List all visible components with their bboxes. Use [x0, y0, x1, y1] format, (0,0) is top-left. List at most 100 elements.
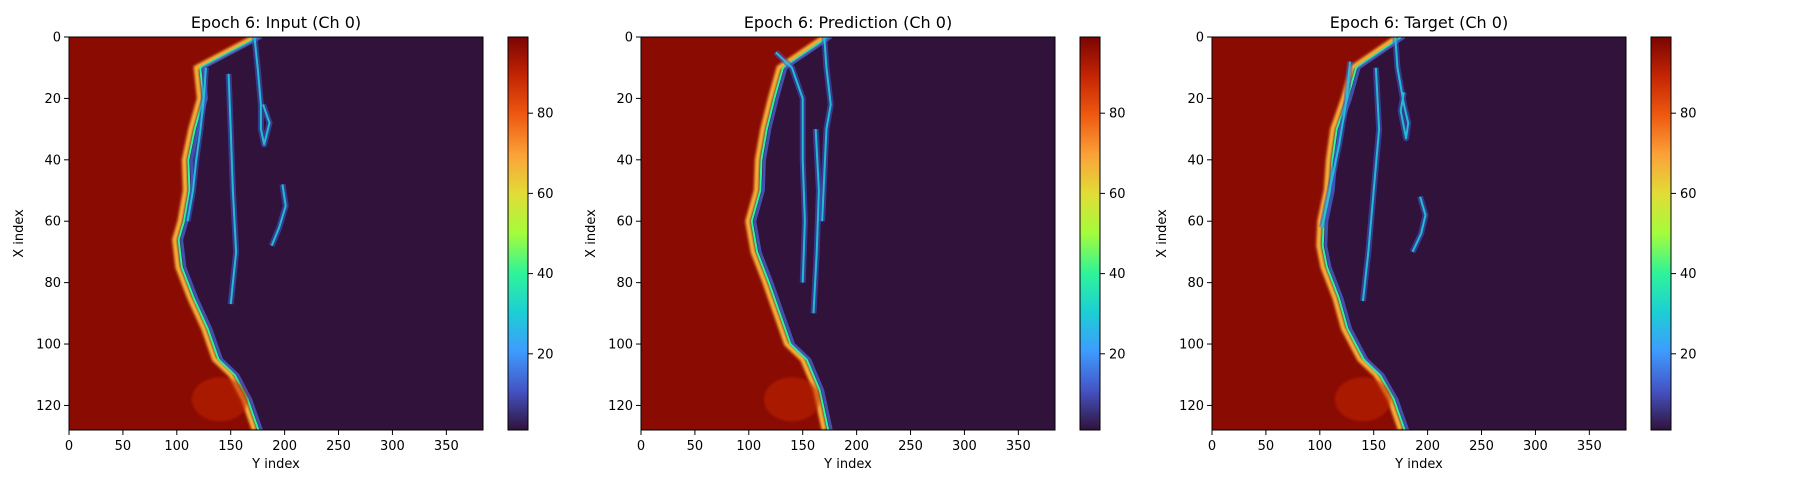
colorbar: 20 40 60 80	[507, 36, 554, 431]
colorbar: 20 40 60 80	[1650, 36, 1697, 431]
x-tick-label: 250	[898, 439, 923, 454]
y-tick-label: 80	[1187, 276, 1204, 291]
colorbar-tick-label: 60	[1680, 187, 1697, 202]
hot-blotch	[763, 377, 820, 422]
hot-blotch	[191, 377, 248, 422]
x-tick-label: 50	[1258, 439, 1275, 454]
filament-core	[775, 51, 806, 283]
heatmap-panel-1: Epoch 6: Input (Ch 0)0 50 100 150 200 250 300 3…	[12, 13, 554, 472]
x-tick-label: 300	[952, 439, 977, 454]
hot-blotch	[1334, 377, 1391, 422]
y-tick-label: 0	[625, 31, 633, 46]
y-axis-label: X index	[1155, 209, 1170, 258]
y-axis-label: X index	[584, 209, 599, 258]
colorbar-tick-label: 60	[537, 187, 554, 202]
x-tick-label: 350	[1006, 439, 1031, 454]
front-edge-cool	[750, 37, 830, 430]
plot-frame	[68, 36, 484, 431]
x-tick-label: 50	[115, 439, 132, 454]
colorbar-tick-label: 20	[1680, 347, 1697, 362]
y-tick-label: 20	[616, 92, 633, 107]
filament-core	[253, 37, 271, 146]
front-edge	[745, 37, 827, 430]
y-tick-label: 80	[44, 276, 61, 291]
plot-frame	[1211, 36, 1627, 431]
front-edge-blue	[753, 37, 833, 430]
x-tick-label: 250	[1469, 439, 1494, 454]
colorbar-tick-label: 40	[1109, 267, 1126, 282]
filament-core	[1411, 196, 1427, 253]
filament-core	[812, 129, 820, 314]
y-tick-label: 20	[1187, 92, 1204, 107]
colorbar-gradient	[1079, 36, 1101, 431]
x-tick-label: 150	[790, 439, 815, 454]
plot-frame	[640, 36, 1056, 431]
colorbar-gradient	[1650, 36, 1672, 431]
x-tick-label: 350	[1577, 439, 1602, 454]
y-tick-label: 120	[1179, 399, 1204, 414]
x-tick-label: 0	[637, 439, 645, 454]
colorbar-tick-label: 40	[1680, 267, 1697, 282]
y-tick-label: 60	[616, 215, 633, 230]
y-tick-label: 80	[616, 276, 633, 291]
y-tick-label: 40	[1187, 153, 1204, 168]
x-tick-label: 300	[1523, 439, 1548, 454]
filament-core	[227, 73, 238, 305]
y-tick-label: 40	[616, 153, 633, 168]
x-tick-label: 200	[272, 439, 297, 454]
filament-core	[270, 184, 287, 247]
x-tick-label: 200	[1415, 439, 1440, 454]
x-tick-label: 0	[1208, 439, 1216, 454]
filament-core	[1394, 37, 1410, 140]
x-tick-label: 250	[326, 439, 351, 454]
colorbar-gradient	[507, 36, 529, 431]
x-tick-label: 300	[380, 439, 405, 454]
front-edge	[172, 37, 257, 430]
x-tick-label: 100	[164, 439, 189, 454]
x-axis-label: Y index	[1394, 457, 1443, 472]
x-tick-label: 150	[218, 439, 243, 454]
x-tick-label: 100	[1307, 439, 1332, 454]
hot-region	[641, 37, 825, 430]
front-edge	[1316, 37, 1404, 430]
x-tick-label: 350	[434, 439, 459, 454]
x-tick-label: 100	[736, 439, 761, 454]
y-tick-label: 40	[44, 153, 61, 168]
colorbar-tick-label: 80	[1680, 107, 1697, 122]
colorbar-tick-label: 80	[537, 107, 554, 122]
hot-region	[1212, 37, 1401, 430]
y-tick-label: 120	[608, 399, 633, 414]
y-axis-label: X index	[12, 209, 27, 258]
x-tick-label: 200	[844, 439, 869, 454]
x-axis-label: Y index	[251, 457, 300, 472]
chart-title: Epoch 6: Input (Ch 0)	[191, 13, 361, 32]
y-tick-label: 100	[1179, 338, 1204, 353]
colorbar-tick-label: 40	[537, 267, 554, 282]
x-axis-label: Y index	[823, 457, 872, 472]
colorbar-tick-label: 80	[1109, 107, 1126, 122]
hot-region	[69, 37, 255, 430]
colorbar-tick-label: 60	[1109, 187, 1126, 202]
colorbar: 20 40 60 80	[1079, 36, 1126, 431]
x-tick-label: 0	[65, 439, 73, 454]
heatmap-panel-3: Epoch 6: Target (Ch 0) 0 50 100 150 200 250 300…	[1155, 13, 1697, 472]
y-tick-label: 100	[36, 338, 61, 353]
colorbar-tick-label: 20	[537, 347, 554, 362]
y-tick-label: 0	[53, 31, 61, 46]
filament-core	[821, 37, 832, 222]
chart-title: Epoch 6: Prediction (Ch 0)	[744, 13, 952, 32]
y-tick-label: 100	[608, 338, 633, 353]
filament-core	[186, 67, 207, 222]
y-tick-label: 60	[1187, 215, 1204, 230]
y-tick-label: 20	[44, 92, 61, 107]
chart-title: Epoch 6: Target (Ch 0)	[1330, 13, 1508, 32]
y-tick-label: 60	[44, 215, 61, 230]
filament-core	[1361, 67, 1381, 302]
x-tick-label: 50	[687, 439, 704, 454]
x-tick-label: 150	[1361, 439, 1386, 454]
y-tick-label: 120	[36, 399, 61, 414]
filament-core	[1320, 61, 1351, 228]
heatmap-panel-2: Epoch 6: Prediction (Ch 0)0 50 100 150 200 25…	[584, 13, 1126, 472]
colorbar-tick-label: 20	[1109, 347, 1126, 362]
